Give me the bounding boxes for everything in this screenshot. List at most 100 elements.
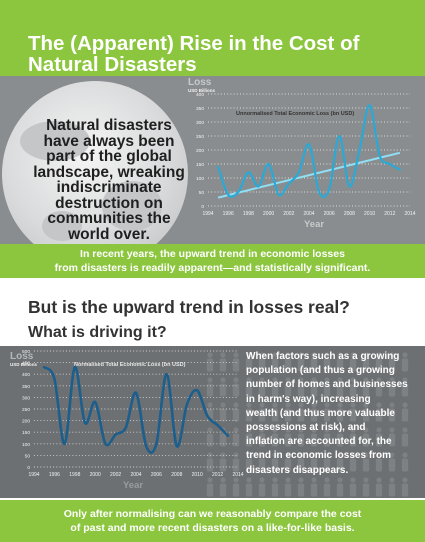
person-head (246, 427, 252, 433)
data-point (227, 194, 229, 196)
person-body (349, 483, 357, 497)
person-head (285, 402, 291, 408)
person-body (206, 358, 214, 372)
y-tick-label: 250 (22, 407, 30, 413)
x-tick-label: 1998 (243, 211, 254, 217)
y-tick-label: 350 (196, 106, 204, 112)
person-head (363, 452, 369, 458)
person-head (376, 377, 382, 383)
person-body (232, 408, 240, 422)
person-body (219, 408, 227, 422)
person-body (258, 408, 266, 422)
y-axis-label: Loss (188, 78, 212, 88)
x-tick-label: 2008 (344, 211, 355, 217)
person-body (323, 458, 331, 472)
person-head (246, 452, 252, 458)
person-head (350, 377, 356, 383)
person-body (219, 458, 227, 472)
explanation-line: population (and thus a growing (246, 365, 395, 377)
person-head (337, 402, 343, 408)
person-body (219, 483, 227, 497)
intro-line: part of the global (46, 148, 172, 165)
person-body (284, 458, 292, 472)
page-title: The (Apparent) Rise in the Cost of Natur… (28, 33, 418, 75)
person-body (375, 433, 383, 447)
person-head (350, 352, 356, 358)
person-body (323, 483, 331, 497)
data-point (155, 443, 158, 445)
x-tick-label: 2014 (232, 472, 243, 478)
y-tick-label: 400 (196, 92, 204, 98)
person-head (350, 452, 356, 458)
person-body (362, 383, 370, 397)
person-body (297, 383, 305, 397)
person-body (362, 458, 370, 472)
person-head (220, 402, 226, 408)
x-tick-label: 2010 (364, 211, 375, 217)
person-head (402, 452, 408, 458)
y-tick-label: 100 (196, 176, 204, 182)
data-point (135, 391, 137, 394)
y-tick-label: 250 (196, 134, 204, 140)
person-body (258, 433, 266, 447)
person-body (245, 383, 253, 397)
person-head (311, 352, 317, 358)
x-tick-label: 1996 (49, 472, 60, 478)
person-head (337, 427, 343, 433)
data-series-line (42, 365, 230, 454)
person-body (310, 383, 318, 397)
person-body (310, 358, 318, 372)
title-line-1: The (Apparent) Rise in the Cost of (28, 32, 360, 55)
explanation-text: When factors such as a growing populatio… (246, 350, 418, 478)
person-head (350, 427, 356, 433)
normalised-panel (0, 346, 425, 498)
person-head (337, 477, 343, 483)
person-body (271, 433, 279, 447)
explanation-line: When factors such as a growing (246, 351, 400, 362)
y-tick-label: 450 (22, 361, 30, 367)
explanation-line: possessions at risk), and (246, 422, 366, 434)
person-body (336, 383, 344, 397)
banner-line: from disasters is readily apparent—and s… (54, 262, 371, 274)
x-tick-label: 1994 (28, 472, 39, 478)
intro-line: indiscriminate (56, 179, 162, 196)
data-point (145, 445, 147, 447)
data-point (368, 104, 371, 106)
person-head (298, 377, 304, 383)
y-axis-label: Loss (10, 351, 34, 362)
x-tick-label: 2006 (151, 472, 162, 478)
x-tick-label: 2002 (110, 472, 121, 478)
person-head (363, 477, 369, 483)
data-point (196, 389, 198, 392)
person-body (375, 408, 383, 422)
person-body (219, 358, 227, 372)
person-head (298, 452, 304, 458)
data-point (227, 434, 229, 437)
unnormalised-loss-chart: Loss USD Billions 0 50 100 150 200 250 300 350 400… (176, 77, 425, 232)
data-point (53, 378, 56, 380)
person-head (220, 377, 226, 383)
person-head (272, 452, 278, 458)
data-point (378, 154, 381, 157)
globe-land-shape (20, 121, 90, 161)
person-body (297, 358, 305, 372)
data-point (104, 443, 107, 445)
person-head (246, 377, 252, 383)
explanation-line: number of homes and businesses (246, 379, 408, 391)
person-body (388, 433, 396, 447)
person-head (220, 352, 226, 358)
person-body (362, 408, 370, 422)
y-tick-label: 150 (22, 430, 30, 436)
person-body (336, 433, 344, 447)
banner-recent-years (0, 244, 425, 278)
person-body (388, 358, 396, 372)
person-body (362, 483, 370, 497)
person-body (323, 433, 331, 447)
person-body (388, 458, 396, 472)
person-body (297, 408, 305, 422)
person-head (207, 352, 213, 358)
person-head (376, 402, 382, 408)
person-head (350, 477, 356, 483)
